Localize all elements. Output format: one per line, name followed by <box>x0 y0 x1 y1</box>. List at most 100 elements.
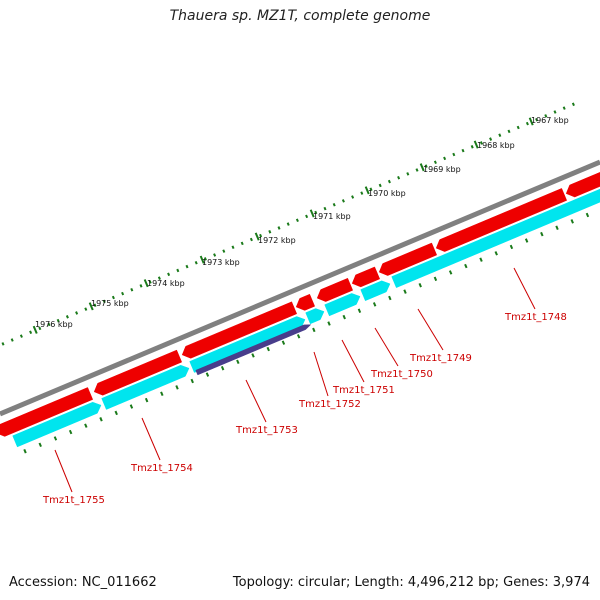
scale-label-1973: 1973 kbp <box>202 258 240 267</box>
inner-scale-tick <box>251 353 255 358</box>
scale-tick <box>38 326 42 331</box>
label-line-1748 <box>513 267 536 310</box>
inner-scale-tick <box>433 276 438 282</box>
scale-tick-major <box>364 186 370 195</box>
scale-tick <box>415 168 419 172</box>
gene-label-lines <box>54 267 536 493</box>
gene-arrow-1748[interactable] <box>435 188 568 252</box>
scale-tick <box>461 148 465 153</box>
scale-tick <box>194 260 198 265</box>
scale-tick <box>378 183 382 188</box>
reverse-gene-1749[interactable] <box>360 280 391 302</box>
scale-tick <box>176 268 180 273</box>
scale-tick <box>277 226 281 230</box>
reverse-gene-1752[interactable] <box>189 316 306 373</box>
scale-tick <box>452 152 456 157</box>
gene-arrow-1751[interactable] <box>316 277 354 302</box>
scale-label-1974: 1974 kbp <box>147 279 185 288</box>
inner-scale-tick <box>357 308 362 313</box>
inner-scale-tick <box>296 334 301 339</box>
inner-scale-tick <box>403 289 407 294</box>
gene-label-1750[interactable]: Tmz1t_1750 <box>370 369 433 380</box>
scale-tick <box>84 307 88 311</box>
gene-label-1754[interactable]: Tmz1t_1754 <box>130 463 193 474</box>
gene-label-1748[interactable]: Tmz1t_1748 <box>504 312 567 323</box>
inner-scale-tick <box>555 225 559 230</box>
map-title: Thauera sp. MZ1T, complete genome <box>169 8 431 24</box>
scale-tick <box>19 334 23 338</box>
gene-arrow-1755[interactable] <box>0 387 94 437</box>
inner-scale-tick <box>372 302 377 307</box>
scale-tick <box>102 299 106 304</box>
reverse-gene-1754[interactable] <box>101 364 190 410</box>
scale-tick <box>185 264 189 269</box>
inner-scale-tick <box>23 448 27 454</box>
inner-scale-tick <box>266 346 270 352</box>
gene-label-1749[interactable]: Tmz1t_1749 <box>409 353 472 364</box>
scale-tick <box>213 253 217 257</box>
scale-label-1970: 1970 kbp <box>368 189 406 198</box>
gene-arrow-1754[interactable] <box>93 349 183 396</box>
inner-scale-tick <box>388 295 392 301</box>
reverse-gene-1755[interactable] <box>12 401 102 448</box>
inner-scale-tick <box>509 244 514 250</box>
scale-tick <box>479 141 483 145</box>
scale-tick-major <box>473 140 479 149</box>
inner-scale-tick <box>327 321 331 326</box>
reverse-gene-1751[interactable] <box>305 308 325 325</box>
scale-tick-major <box>254 232 260 241</box>
scale-tick <box>553 110 557 114</box>
inner-scale-tick <box>99 417 103 422</box>
scale-tick <box>1 342 5 346</box>
scale-tick <box>351 195 355 199</box>
gene-arrow-1748a[interactable] <box>565 167 600 198</box>
scale-label-1969: 1969 kbp <box>423 165 461 174</box>
scale-tick <box>443 156 447 161</box>
inner-scale-tick <box>144 397 149 403</box>
selected-gene-1753[interactable] <box>195 324 312 376</box>
scale-tick <box>406 172 410 176</box>
scale-tick <box>498 133 502 137</box>
scale-tick-major <box>419 163 425 172</box>
scale-tick <box>424 164 428 168</box>
scale-tick <box>433 160 437 165</box>
inner-scale-tick <box>53 436 58 441</box>
gene-label-1751[interactable]: Tmz1t_1751 <box>332 385 395 396</box>
inner-scale-tick <box>479 257 483 262</box>
scale-tick <box>93 303 97 307</box>
scale-tick <box>323 206 327 211</box>
gene-label-1752[interactable]: Tmz1t_1752 <box>298 399 361 410</box>
gene-arrow-1753[interactable] <box>181 301 298 359</box>
gene-arrow-1752[interactable] <box>295 293 316 311</box>
inner-scale-tick <box>175 385 179 390</box>
label-line-1750 <box>374 327 399 367</box>
scale-tick <box>369 187 373 192</box>
inner-scale-tick <box>160 391 164 396</box>
inner-scale-tick <box>281 340 286 345</box>
inner-scale-tick <box>570 219 574 224</box>
scale-tick <box>65 315 69 319</box>
scale-tick <box>295 218 299 222</box>
scale-tick <box>332 202 336 207</box>
inner-scale-tick <box>585 212 590 218</box>
scale-tick <box>286 222 290 226</box>
inner-scale-tick <box>342 314 346 320</box>
gene-arrow-1750[interactable] <box>351 266 381 288</box>
scale-tick <box>489 137 493 141</box>
scale-tick <box>562 106 566 110</box>
reverse-gene-1748[interactable] <box>391 183 600 289</box>
scale-tick <box>56 318 60 323</box>
inner-scale-tick <box>524 238 529 243</box>
scale-label-1976: 1976 kbp <box>35 320 73 329</box>
scale-tick <box>470 145 474 149</box>
label-line-1752 <box>313 351 329 397</box>
scale-tick <box>507 129 511 134</box>
scale-tick <box>525 121 529 126</box>
scale-tick <box>268 230 272 234</box>
scale-tick <box>29 330 33 335</box>
scale-label-1975: 1975 kbp <box>91 299 129 308</box>
gene-label-1755[interactable]: Tmz1t_1755 <box>42 495 105 506</box>
gene-arrow-1749[interactable] <box>378 242 438 276</box>
reverse-gene-1750[interactable] <box>324 293 361 317</box>
gene-label-1753[interactable]: Tmz1t_1753 <box>235 425 298 436</box>
